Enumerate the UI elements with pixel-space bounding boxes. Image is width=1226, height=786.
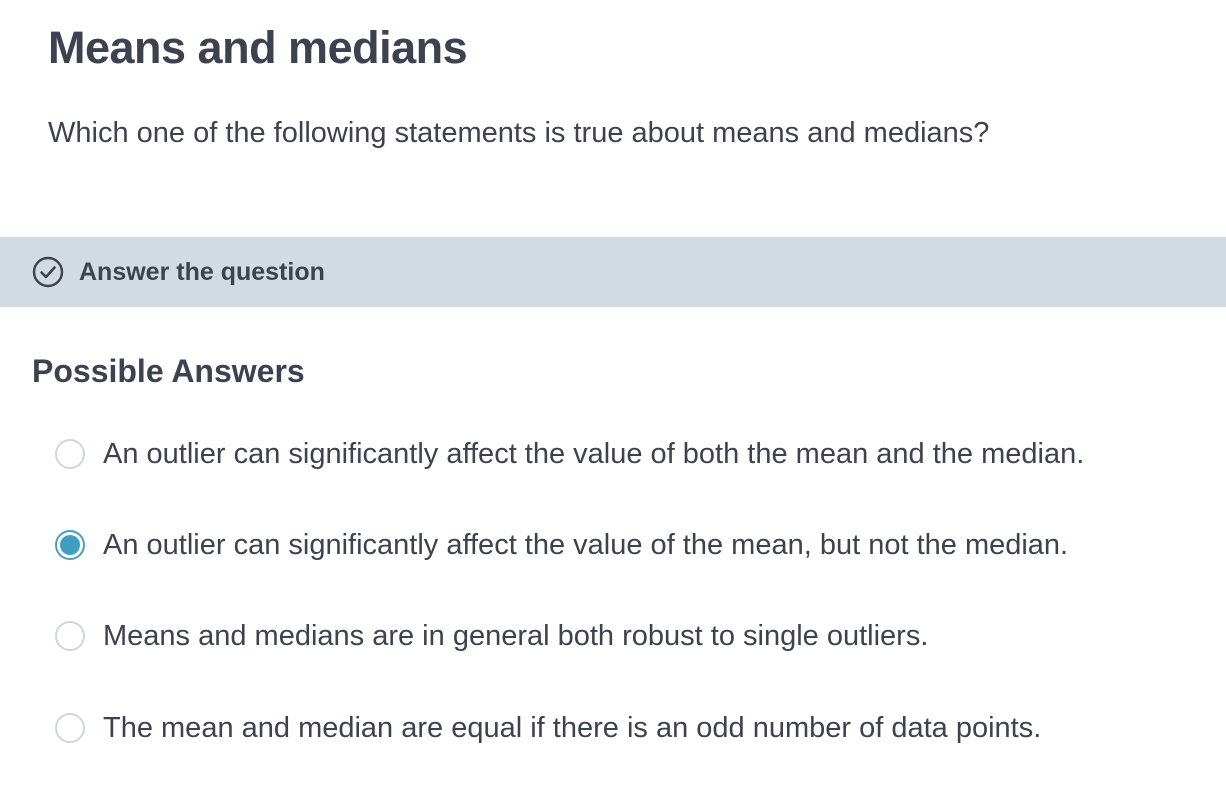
answer-option-label[interactable]: The mean and median are equal if there i…: [103, 711, 1042, 744]
instruction-label: Answer the question: [79, 257, 325, 286]
answer-option-label[interactable]: An outlier can significantly affect the …: [103, 528, 1069, 561]
radio-button[interactable]: [55, 439, 85, 469]
answer-option-label[interactable]: An outlier can significantly affect the …: [103, 437, 1085, 470]
possible-answers-heading: Possible Answers: [32, 353, 305, 389]
question-text: Which one of the following statements is…: [48, 117, 990, 149]
answer-option-2[interactable]: An outlier can significantly affect the …: [55, 523, 1068, 567]
answer-option-label[interactable]: Means and medians are in general both ro…: [103, 619, 929, 652]
answer-option-3[interactable]: Means and medians are in general both ro…: [55, 614, 928, 658]
check-circle-icon: [32, 256, 64, 288]
answer-option-1[interactable]: An outlier can significantly affect the …: [55, 432, 1084, 476]
radio-button[interactable]: [55, 621, 85, 651]
answer-option-4[interactable]: The mean and median are equal if there i…: [55, 706, 1041, 750]
radio-button[interactable]: [55, 713, 85, 743]
instruction-banner: Answer the question: [0, 237, 1226, 307]
exercise-title: Means and medians: [48, 22, 468, 73]
radio-button-selected[interactable]: [55, 530, 85, 560]
